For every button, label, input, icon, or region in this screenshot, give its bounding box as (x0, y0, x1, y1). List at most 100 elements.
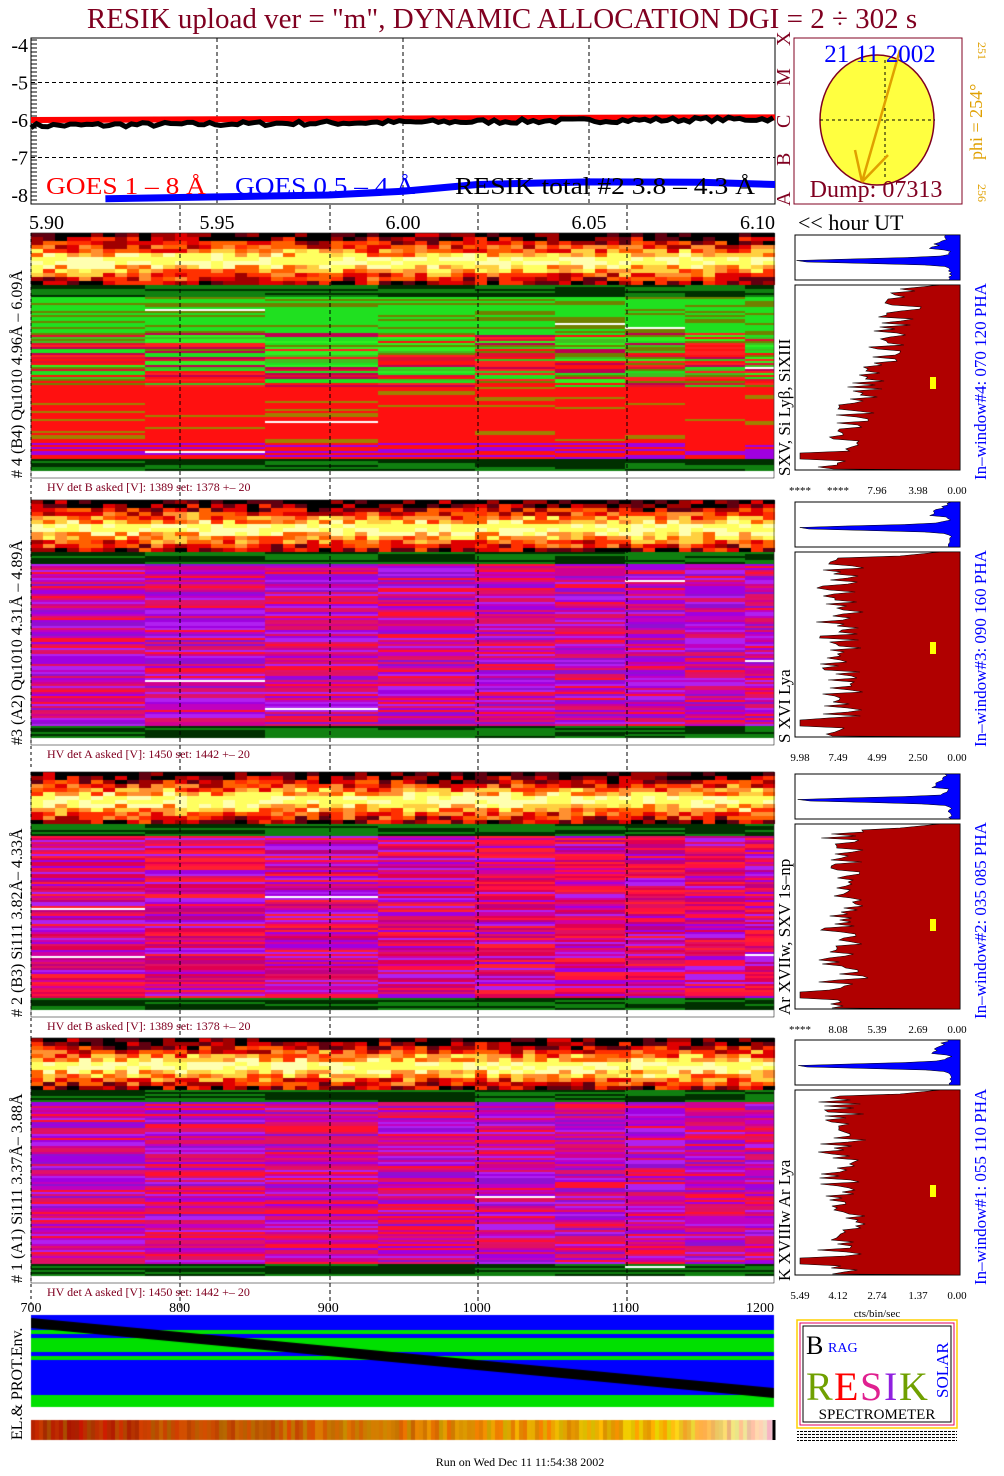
hist-tick-label: 7.49 (828, 752, 848, 764)
flare-class-label: B (773, 153, 795, 166)
logo-letter-s: S (860, 1364, 882, 1409)
spectrum-frame (30, 499, 775, 746)
channel-tick-label: 1200 (746, 1301, 774, 1316)
legend-goes-long: GOES 1 – 8 Å (46, 174, 207, 200)
hist-tick-label: 5.49 (790, 1290, 810, 1302)
spectrum-panel-4: # 4 (B4) Qu1010 4.96Å – 6.09Å HV det B as… (8, 232, 990, 503)
hist-tick-label: **** (789, 1024, 811, 1036)
y-tick-label: -8 (11, 185, 28, 207)
flare-class-label: M (773, 68, 795, 86)
window-label: In–window#2: 035 085 PHA (971, 821, 990, 1019)
window-label: In–window#1: 055 110 PHA (971, 1088, 990, 1285)
hist-xlabel: cts/bin/sec (854, 1308, 901, 1320)
hist-tick-label: 8.08 (828, 1024, 848, 1036)
hist-tick-label: 0.00 (947, 752, 967, 764)
hist-tick-label: **** (789, 485, 811, 497)
env-label: EL.& PROT.Env. (9, 1328, 26, 1440)
hist-tick-label: 1.37 (908, 1290, 928, 1302)
pha-histogram (798, 1039, 961, 1086)
pha-histogram (797, 773, 961, 820)
series-goes-long-line (30, 114, 776, 123)
marker-box (930, 919, 936, 931)
legend-resik-total: RESIK total #2 3.8 – 4.3 Å (455, 174, 756, 200)
spectral-lines-label: S XVI Lya (775, 669, 794, 743)
goes-lightcurve-panel: GOES 1 – 8 Å GOES 0.5 – 4 Å RESIK total … (11, 31, 904, 235)
logo-solar: SOLAR (933, 1342, 952, 1398)
page-title: RESIK upload ver = "m", DYNAMIC ALLOCATI… (87, 3, 917, 35)
hist-tick-label: 2.50 (908, 752, 928, 764)
hist-tick-label: 4.12 (828, 1290, 847, 1302)
hist-tick-label: 9.98 (790, 752, 810, 764)
logo-letter-b: B (806, 1331, 823, 1360)
channel-tick-label: 700 (21, 1301, 42, 1316)
window-label: In–window#3: 090 160 PHA (971, 549, 990, 747)
hist-tick-label: 5.39 (867, 1024, 887, 1036)
crystal-label: # 4 (B4) Qu1010 4.96Å – 6.09Å (8, 270, 26, 478)
hv-status: HV det B asked [V]: 1389 set: 1378 +– 20 (47, 480, 251, 494)
spectrum-histogram (799, 551, 961, 738)
spectrum-histogram (799, 1089, 961, 1276)
crystal-label: #3 (A2) Qu1010 4.31Å – 4.89Å (8, 540, 26, 745)
legend-goes-short: GOES 0.5 – 4 Å (235, 174, 416, 200)
spectrum-frame (30, 232, 775, 479)
phi-angle: phi = 254° (966, 84, 986, 160)
marker-box (930, 1185, 936, 1197)
y-tick-label: -5 (11, 73, 28, 95)
channel-tick-label: 1000 (463, 1301, 491, 1316)
y-tick-label: -4 (11, 35, 28, 57)
channel-tick-label: 1100 (612, 1301, 639, 1316)
x-tick-label: 6.05 (572, 212, 607, 234)
logo-letters-rag: RAG (828, 1341, 858, 1356)
logo-letter-k: K (899, 1364, 928, 1409)
spectrum-frame (30, 1037, 775, 1284)
x-tick-label: 6.10 (740, 212, 775, 234)
hv-status: HV det A asked [V]: 1450 set: 1442 +– 20 (47, 747, 250, 761)
series-goes-short-line (105, 178, 776, 203)
flare-class-label: X (773, 31, 795, 46)
marker-box (930, 642, 936, 654)
hist-tick-label: 0.00 (947, 1024, 967, 1036)
sun-panel: 21 11 2002 Dump: 07313 phi = 254° 251 25… (793, 37, 989, 205)
spectral-lines-label: K XVIIIw Ar Lya (775, 1159, 794, 1281)
hv-status: HV det A asked [V]: 1450 set: 1442 +– 20 (47, 1285, 250, 1299)
flare-class-label: A (773, 191, 795, 206)
spectrum-panel-2: # 2 (B3) Si111 3.82Å– 4.33Å HV det B aske… (8, 771, 990, 1042)
dump-number: Dump: 07313 (810, 177, 943, 203)
x-tick-label: 5.90 (29, 212, 64, 234)
sun-frame (793, 37, 963, 205)
x-tick-label: 5.95 (200, 212, 235, 234)
x-tick-label: 6.00 (386, 212, 421, 234)
y-tick-label: -6 (11, 110, 28, 132)
sun-date: 21 11 2002 (824, 41, 936, 68)
marker-box (930, 377, 936, 389)
logo-letter-i: I (884, 1364, 897, 1409)
resik-logo: B RAG R E S I K SOLAR SPECTROMETER (796, 1319, 958, 1443)
window-label: In–window#4: 070 120 PHA (971, 282, 990, 480)
hist-tick-label: 2.69 (908, 1024, 928, 1036)
pha-histogram (796, 234, 961, 281)
hist-tick-label: **** (827, 485, 849, 497)
hist-tick-label: 4.99 (867, 752, 887, 764)
phi-bottom: 256 (975, 184, 989, 202)
roll-arrow-head (861, 154, 889, 183)
crystal-label: # 1 (A1) Si111 3.37Å– 3.88Å (8, 1093, 26, 1283)
hist-tick-label: 3.98 (908, 485, 928, 497)
logo-letter-r: R (806, 1364, 833, 1409)
hv-status: HV det B asked [V]: 1389 set: 1378 +– 20 (47, 1019, 251, 1033)
hist-tick-label: 0.00 (947, 485, 967, 497)
spectral-lines-label: Ar XVIIw, SXV 1s–np (775, 859, 794, 1015)
spectral-lines-label: SXV, Si Lyβ, SiXIII (775, 338, 794, 476)
spectrum-frame (30, 771, 775, 1018)
pha-histogram (799, 501, 961, 548)
flare-class-label: C (773, 115, 795, 128)
footer-run-date: Run on Wed Dec 11 11:54:38 2002 (436, 1455, 605, 1469)
y-tick-label: -7 (11, 148, 28, 170)
spectrum-panel-3: #3 (A2) Qu1010 4.31Å – 4.89Å HV det A ask… (8, 499, 990, 770)
spectrum-panel-1: # 1 (A1) Si111 3.37Å– 3.88Å HV det A aske… (8, 1037, 990, 1308)
logo-letter-e: E (834, 1364, 858, 1409)
x-axis-label: << hour UT (798, 210, 904, 235)
logo-caption: SPECTROMETER (819, 1407, 936, 1423)
spectrum-histogram (799, 284, 961, 471)
